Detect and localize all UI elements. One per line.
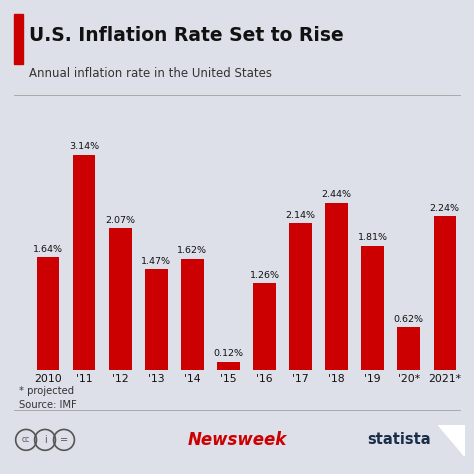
Text: 0.12%: 0.12%	[213, 349, 244, 358]
Text: cc: cc	[22, 436, 30, 444]
Text: 1.47%: 1.47%	[141, 256, 172, 265]
Bar	[398, 327, 420, 370]
Text: 2.24%: 2.24%	[430, 204, 460, 213]
Text: 2.44%: 2.44%	[321, 190, 352, 199]
Bar	[326, 203, 348, 370]
Text: i: i	[44, 435, 46, 445]
Text: 0.62%: 0.62%	[394, 315, 424, 324]
Bar	[73, 155, 95, 370]
Bar	[289, 223, 312, 370]
Bar	[362, 246, 384, 370]
Bar	[37, 257, 59, 370]
Text: 2.07%: 2.07%	[105, 216, 136, 225]
Text: 1.26%: 1.26%	[249, 271, 280, 280]
Text: Newsweek: Newsweek	[187, 431, 287, 449]
Bar	[253, 283, 276, 370]
Text: 1.62%: 1.62%	[177, 246, 208, 255]
Text: =: =	[60, 435, 68, 445]
Text: 2.14%: 2.14%	[285, 211, 316, 220]
Text: U.S. Inflation Rate Set to Rise: U.S. Inflation Rate Set to Rise	[29, 26, 344, 45]
Text: statista: statista	[367, 432, 431, 447]
Text: 1.64%: 1.64%	[33, 245, 63, 254]
Text: 1.81%: 1.81%	[357, 233, 388, 242]
Bar	[434, 216, 456, 370]
Text: * projected
Source: IMF: * projected Source: IMF	[19, 386, 77, 410]
Bar	[109, 228, 131, 370]
Text: Annual inflation rate in the United States: Annual inflation rate in the United Stat…	[29, 67, 273, 80]
Polygon shape	[438, 425, 465, 456]
Text: 3.14%: 3.14%	[69, 142, 100, 151]
Bar	[145, 269, 167, 370]
Bar	[181, 259, 204, 370]
Bar	[217, 362, 240, 370]
